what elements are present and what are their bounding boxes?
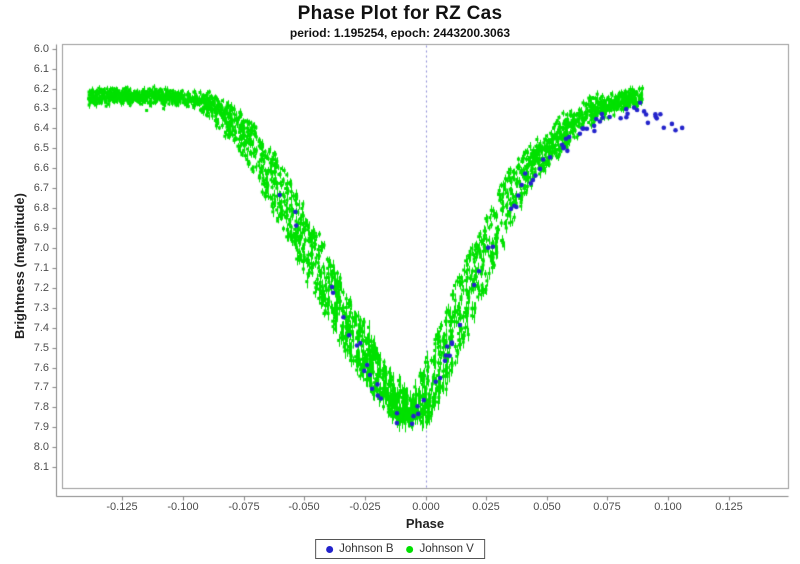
y-tick-label: 7.8 (33, 400, 49, 413)
chart-subtitle: period: 1.195254, epoch: 2443200.3063 (289, 26, 511, 40)
y-tick-label: 6.0 (33, 42, 49, 55)
y-tick-label: 6.4 (33, 121, 49, 134)
johnson-b-marker-icon (326, 545, 334, 553)
legend: Johnson B Johnson V (315, 539, 485, 559)
y-tick-label: 6.8 (33, 201, 49, 214)
x-tick-label: -0.075 (228, 501, 260, 513)
x-tick-label: -0.050 (288, 501, 320, 513)
y-tick-label: 7.0 (33, 241, 49, 254)
y-tick-label: 6.9 (33, 221, 49, 234)
y-tick-label: 6.6 (33, 161, 49, 174)
x-axis-title: Phase (405, 516, 445, 531)
legend-item-johnson-b: Johnson B (326, 543, 394, 555)
y-tick-label: 7.1 (33, 261, 49, 274)
y-tick-label: 8.1 (33, 460, 49, 473)
johnson-v-marker-icon (406, 545, 414, 553)
x-tick-label: 0.050 (533, 501, 561, 513)
y-tick-label: 6.1 (33, 62, 49, 75)
legend-label-johnson-b: Johnson B (339, 543, 394, 555)
x-tick-label: -0.125 (106, 501, 138, 513)
legend-item-johnson-v: Johnson V (406, 543, 474, 555)
y-tick-label: 7.4 (33, 321, 49, 334)
y-tick-label: 7.2 (33, 281, 49, 294)
y-tick-label: 7.7 (33, 380, 49, 393)
legend-label-johnson-v: Johnson V (419, 543, 474, 555)
y-tick-label: 7.6 (33, 361, 49, 374)
y-tick-label: 6.2 (33, 82, 49, 95)
y-tick-label: 6.3 (33, 101, 49, 114)
x-tick-label: 0.025 (472, 501, 500, 513)
x-tick-label: 0.100 (654, 501, 682, 513)
x-tick-label: 0.125 (715, 501, 743, 513)
y-tick-label: 7.5 (33, 341, 49, 354)
y-tick-label: 7.9 (33, 420, 49, 433)
y-tick-label: 6.5 (33, 141, 49, 154)
y-tick-label: 8.0 (33, 440, 49, 453)
x-tick-label: 0.000 (412, 501, 440, 513)
x-tick-label: -0.025 (349, 501, 381, 513)
y-tick-label: 6.7 (33, 181, 49, 194)
x-tick-label: -0.100 (167, 501, 199, 513)
chart-title: Phase Plot for RZ Cas (297, 3, 503, 24)
y-tick-label: 7.3 (33, 301, 49, 314)
x-tick-label: 0.075 (593, 501, 621, 513)
